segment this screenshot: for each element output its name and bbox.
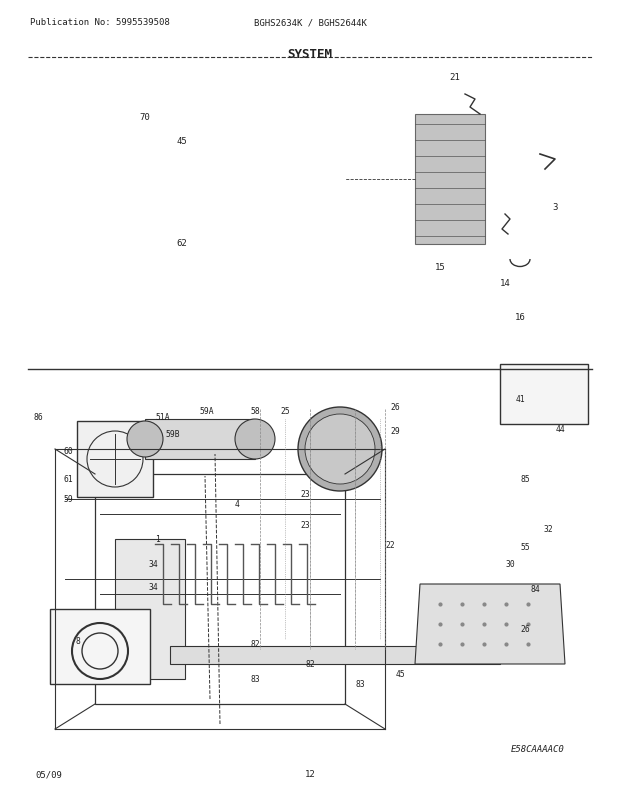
Text: 26: 26: [390, 403, 400, 412]
Text: 25: 25: [280, 407, 290, 416]
Text: 82: 82: [250, 640, 260, 649]
Text: 1: 1: [156, 535, 161, 544]
Text: 59B: 59B: [166, 430, 180, 439]
Text: Publication No: 5995539508: Publication No: 5995539508: [30, 18, 170, 27]
Text: 4: 4: [234, 500, 239, 508]
Bar: [145, 419, 255, 460]
Text: 51A: 51A: [156, 413, 171, 422]
Bar: [77, 422, 153, 497]
Circle shape: [127, 422, 163, 457]
Text: 29: 29: [390, 427, 400, 436]
Text: 14: 14: [500, 278, 510, 287]
Bar: [50, 610, 150, 684]
Text: 23: 23: [300, 520, 310, 529]
Text: 26: 26: [520, 625, 530, 634]
Text: 61: 61: [63, 475, 73, 484]
Text: 60: 60: [63, 447, 73, 456]
Text: 59: 59: [63, 495, 73, 504]
Text: 34: 34: [148, 560, 158, 569]
Text: 32: 32: [543, 525, 553, 534]
Text: E58CAAAAC0: E58CAAAAC0: [512, 744, 565, 754]
Text: 59A: 59A: [200, 407, 215, 416]
Text: 21: 21: [450, 74, 461, 83]
Text: 45: 45: [395, 670, 405, 678]
Text: 83: 83: [355, 679, 365, 689]
Text: 05/09: 05/09: [35, 770, 62, 779]
Text: 8: 8: [76, 637, 81, 646]
Text: SYSTEM: SYSTEM: [288, 48, 332, 61]
Text: 84: 84: [530, 585, 540, 593]
Text: 70: 70: [140, 113, 151, 123]
Circle shape: [298, 407, 382, 492]
Bar: [500, 365, 588, 424]
Circle shape: [235, 419, 275, 460]
Text: 15: 15: [435, 263, 445, 272]
Text: 86: 86: [33, 413, 43, 422]
Text: 85: 85: [520, 475, 530, 484]
Bar: [170, 646, 500, 664]
Text: 34: 34: [148, 583, 158, 592]
Text: 41: 41: [515, 395, 525, 404]
Text: 45: 45: [177, 136, 187, 145]
Text: 62: 62: [177, 238, 187, 247]
Text: 83: 83: [250, 674, 260, 683]
Text: 3: 3: [552, 203, 557, 213]
Text: 30: 30: [505, 560, 515, 569]
Text: 44: 44: [555, 425, 565, 434]
Text: 12: 12: [304, 770, 316, 779]
Text: 16: 16: [515, 313, 525, 322]
Text: 22: 22: [385, 540, 395, 549]
Polygon shape: [115, 539, 185, 679]
Bar: [415, 115, 485, 245]
Circle shape: [305, 415, 375, 484]
Text: BGHS2634K / BGHS2644K: BGHS2634K / BGHS2644K: [254, 18, 366, 27]
Polygon shape: [415, 585, 565, 664]
Text: 82: 82: [305, 660, 315, 669]
Text: 23: 23: [300, 490, 310, 499]
Text: 58: 58: [250, 407, 260, 416]
Text: 55: 55: [520, 543, 530, 552]
